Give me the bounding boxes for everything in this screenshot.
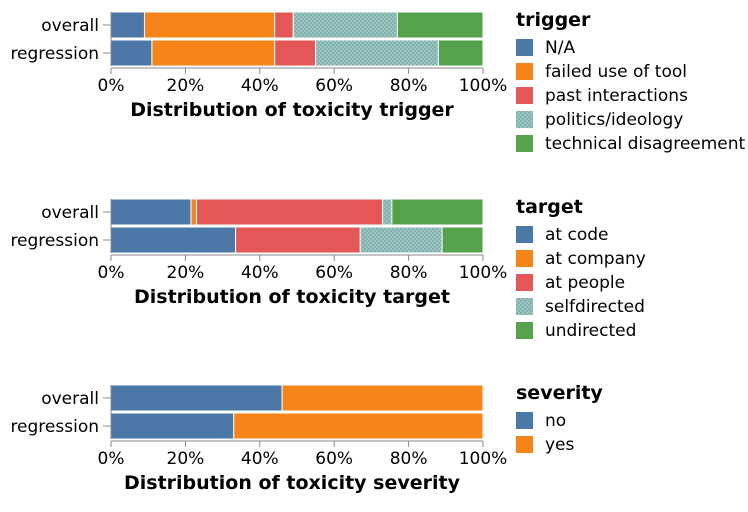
chart-title: Distribution of toxicity trigger	[130, 99, 454, 121]
category-label-regression: regression	[10, 44, 99, 64]
category-label-overall: overall	[41, 389, 99, 409]
legend-swatch-no	[516, 412, 533, 429]
legend-title: target	[516, 196, 583, 218]
bar-overall-past-interactions	[274, 11, 294, 39]
x-tick-label: 0%	[98, 263, 125, 283]
bar-regression-politics-ideology	[315, 39, 439, 67]
legend-swatch-n-a	[516, 39, 533, 56]
legend-label-at-code: at code	[545, 225, 608, 245]
x-tick-label: 60%	[315, 263, 353, 283]
bar-regression-no	[110, 412, 235, 440]
category-label-regression: regression	[10, 231, 99, 251]
chart-panel-3: overall regression 0% 20% 40% 60% 80% 100% Distr…	[10, 382, 603, 494]
legend-swatch-at-company	[516, 250, 533, 267]
bar-regression-selfdirected	[359, 226, 443, 254]
legend-swatch-past-interactions	[516, 87, 533, 104]
bar-regression-past-interactions	[274, 39, 317, 67]
legend-swatch-technical-disagreement	[516, 135, 533, 152]
legend-label-past-interactions: past interactions	[545, 86, 688, 106]
bar-overall-technical-disagreement	[396, 11, 484, 39]
chart-title: Distribution of toxicity target	[134, 286, 450, 308]
bar-regression-at-people	[235, 226, 361, 254]
x-tick-label: 40%	[241, 263, 279, 283]
legend-swatch-at-code	[516, 226, 533, 243]
bar-regression-n-a	[110, 39, 153, 67]
legend-label-failed-use-of-tool: failed use of tool	[545, 62, 687, 82]
bar-overall-at-company	[190, 198, 198, 226]
x-tick-label: 20%	[167, 449, 205, 469]
x-tick-label: 60%	[315, 449, 353, 469]
legend-label-at-people: at people	[545, 273, 625, 293]
bar-regression-undirected	[441, 226, 484, 254]
legend-label-politics-ideology: politics/ideology	[545, 110, 683, 130]
bar-regression-technical-disagreement	[437, 39, 484, 67]
legend-label-yes: yes	[545, 435, 575, 455]
legend-label-no: no	[545, 411, 566, 431]
legend-title: trigger	[516, 9, 591, 31]
legend-swatch-undirected	[516, 322, 533, 339]
category-label-overall: overall	[41, 203, 99, 223]
category-label-regression: regression	[10, 417, 99, 437]
x-tick-label: 60%	[315, 76, 353, 96]
legend-swatch-failed-use-of-tool	[516, 63, 533, 80]
chart-panel-1: overall regression 0% 20% 40% 60% 80% 100%Distr…	[10, 9, 745, 154]
legend-swatch-yes	[516, 436, 533, 453]
x-tick-label: 20%	[167, 76, 205, 96]
x-tick-label: 80%	[390, 263, 428, 283]
legend-title: severity	[516, 382, 603, 404]
x-tick-label: 20%	[167, 263, 205, 283]
legend-label-n-a: N/A	[545, 38, 575, 58]
chart-title: Distribution of toxicity severity	[124, 472, 461, 494]
x-tick-label: 0%	[98, 76, 125, 96]
bar-overall-n-a	[110, 11, 145, 39]
bar-overall-at-code	[110, 198, 192, 226]
bar-overall-undirected	[391, 198, 484, 226]
legend-swatch-politics-ideology	[516, 111, 533, 128]
bar-overall-no	[110, 384, 283, 412]
bar-overall-yes	[281, 384, 484, 412]
bar-regression-at-code	[110, 226, 237, 254]
legend-swatch-at-people	[516, 274, 533, 291]
bar-overall-failed-use-of-tool	[143, 11, 276, 39]
x-tick-label: 80%	[390, 449, 428, 469]
x-tick-label: 100%	[459, 263, 508, 283]
x-tick-label: 0%	[98, 449, 125, 469]
legend-label-selfdirected: selfdirected	[545, 297, 645, 317]
legend-label-technical-disagreement: technical disagreement	[545, 134, 746, 154]
legend-label-undirected: undirected	[545, 321, 636, 341]
bar-overall-politics-ideology	[292, 11, 398, 39]
x-tick-label: 100%	[459, 76, 508, 96]
x-tick-label: 80%	[390, 76, 428, 96]
chart-panel-2: overall regression 0% 20% 40% 60% 80% 100% Distr…	[10, 196, 645, 341]
bar-regression-yes	[233, 412, 484, 440]
legend-label-at-company: at company	[545, 249, 646, 269]
bar-overall-selfdirected	[382, 198, 393, 226]
x-tick-label: 40%	[241, 76, 279, 96]
bar-regression-failed-use-of-tool	[151, 39, 276, 67]
bar-overall-at-people	[196, 198, 384, 226]
x-tick-label: 40%	[241, 449, 279, 469]
legend-swatch-selfdirected	[516, 298, 533, 315]
category-label-overall: overall	[41, 16, 99, 36]
x-tick-label: 100%	[459, 449, 508, 469]
